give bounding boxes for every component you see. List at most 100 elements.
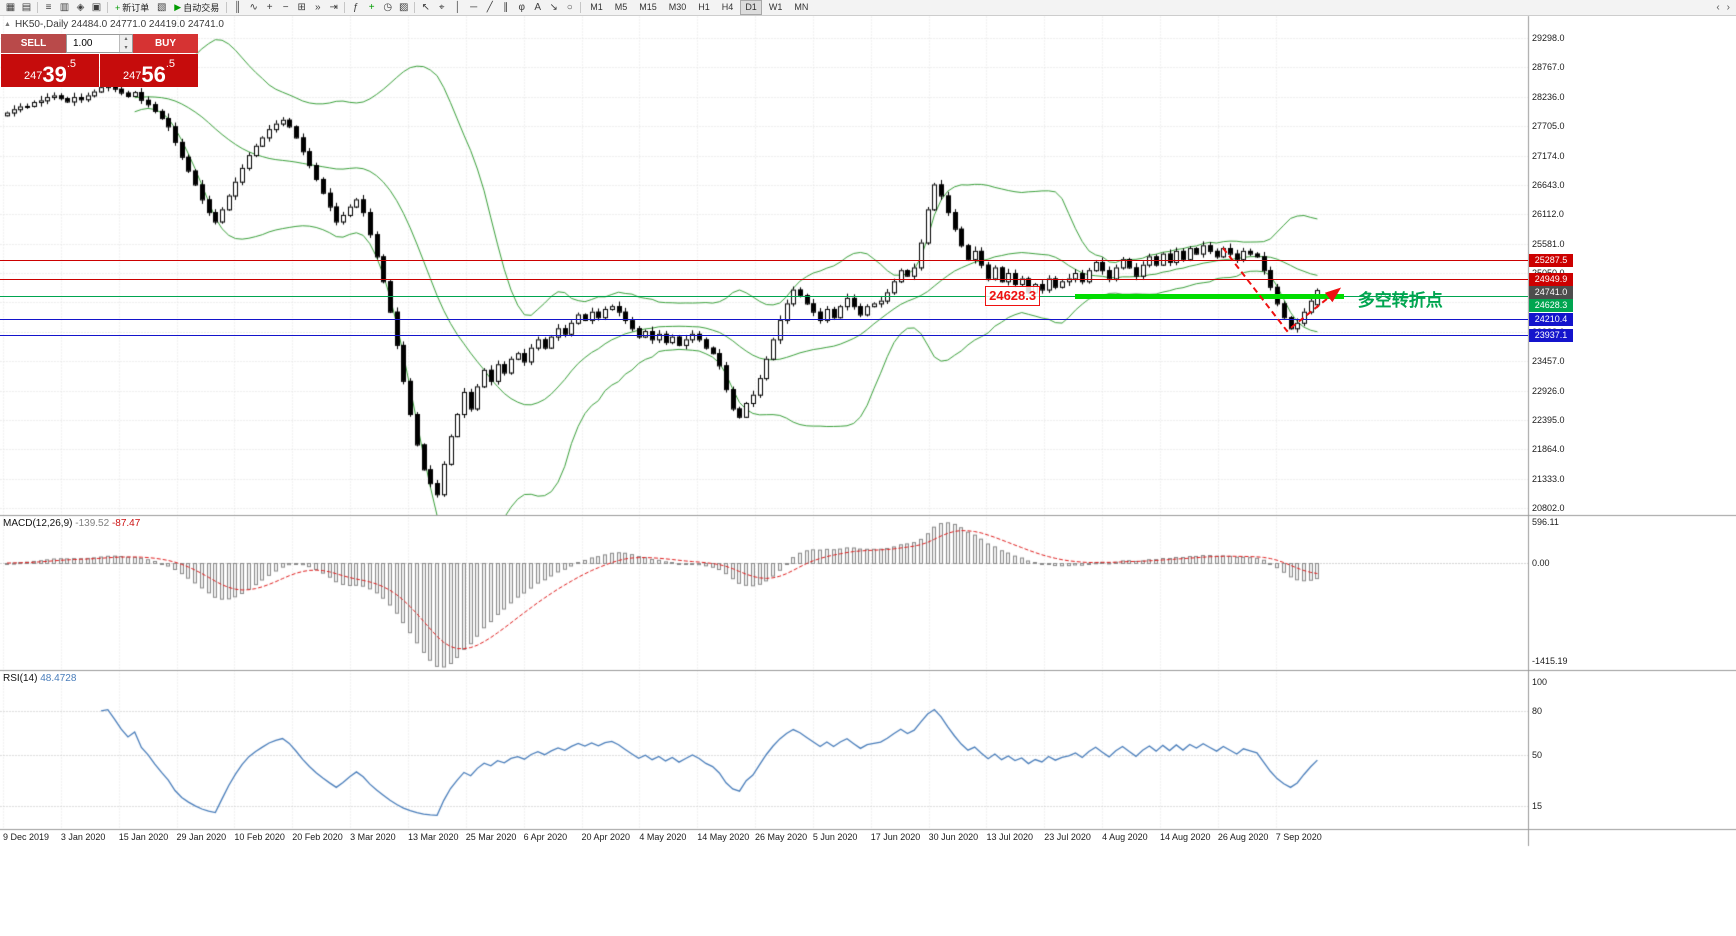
price-axis-label: 28236.0 (1532, 91, 1565, 102)
macd-axis-label: 596.11 (1532, 516, 1559, 527)
macd-title: MACD(12,26,9) (3, 518, 73, 529)
toolbar-separator (580, 2, 582, 13)
date-axis-label: 3 Mar 2020 (350, 832, 396, 842)
arrows-icon[interactable]: ↘ (549, 1, 558, 13)
crosshair-icon[interactable]: ⌖ (438, 1, 445, 13)
new-order-button-label: 新订单 (122, 3, 150, 13)
market-watch-icon[interactable]: ≡ (45, 1, 52, 13)
date-axis-label: 23 Jul 2020 (1044, 832, 1091, 842)
timeframe-h4-button[interactable]: H4 (721, 2, 734, 12)
timeframe-m5-button[interactable]: M5 (614, 2, 628, 12)
zoom-in-icon[interactable]: + (266, 1, 273, 13)
horizontal-line-icon[interactable]: ─ (470, 1, 478, 13)
chart-symbol-info: ▲ HK50-,Daily 24484.0 24771.0 24419.0 24… (4, 19, 224, 30)
chart-shift-icon[interactable]: ⇥ (329, 1, 338, 13)
line-chart-icon[interactable]: ∿ (249, 1, 258, 13)
new-order-button[interactable]: + 新订单 (111, 1, 153, 15)
timeframe-m15-button[interactable]: M15 (639, 2, 657, 12)
price-level-line[interactable] (0, 260, 1528, 261)
sell-price-button[interactable]: 247 39.5 (1, 54, 99, 87)
toolbar-separator (414, 2, 416, 13)
timeframe-h1-button[interactable]: H1 (698, 2, 710, 12)
price-axis-label: 22926.0 (1532, 385, 1565, 396)
periods-icon[interactable]: ◷ (383, 1, 393, 13)
volume-spin-buttons: ▴ ▾ (119, 35, 132, 52)
rsi-axis-label: 50 (1532, 749, 1543, 760)
rsi-value: 48.4728 (40, 673, 77, 684)
cursor-icon[interactable]: ↖ (421, 1, 430, 13)
buy-price-button[interactable]: 247 56.5 (100, 54, 198, 87)
volume-input[interactable] (67, 35, 119, 52)
strategy-tester-icon[interactable]: ▧ (157, 1, 167, 13)
buy-price-big: 56 (141, 62, 166, 87)
toolbar-scroll-right-icon[interactable]: › (1726, 2, 1730, 13)
date-axis-label: 9 Dec 2019 (3, 832, 50, 842)
sell-price-prefix: 247 (23, 70, 43, 82)
price-axis-label: 20802.0 (1532, 503, 1565, 513)
price-level-line[interactable] (0, 319, 1528, 320)
shapes-icon[interactable]: ○ (566, 1, 573, 13)
timeframe-m1-button[interactable]: M1 (590, 2, 603, 12)
timeframe-mn-button[interactable]: MN (794, 2, 809, 12)
profiles-icon[interactable]: ▤ (21, 1, 32, 13)
date-axis-label: 4 May 2020 (639, 832, 687, 842)
price-axis-label: 21864.0 (1532, 444, 1565, 455)
autotrading-button[interactable]: ▶ 自动交易 (170, 1, 223, 15)
turning-point-label[interactable]: 多空转折点 (1357, 290, 1443, 310)
price-tag: 24628.3 (1529, 298, 1573, 312)
date-axis-label: 3 Jan 2020 (60, 832, 106, 842)
date-axis-label: 26 May 2020 (755, 832, 808, 842)
indicators-icon[interactable]: ƒ (352, 1, 359, 13)
candlestick-chart-icon[interactable]: ║ (234, 1, 242, 13)
timeframe-w1-button[interactable]: W1 (768, 2, 783, 12)
buy-button[interactable]: BUY (133, 34, 198, 53)
sell-price-frac: .5 (66, 58, 77, 70)
volume-down-icon[interactable]: ▾ (120, 43, 132, 52)
terminal-icon[interactable]: ▣ (91, 1, 102, 13)
oneclick-collapse-icon[interactable]: ▲ (4, 21, 11, 28)
main-toolbar: ▦ ▤ ≡ ▥ ◈ ▣ + 新订单 ▧ ▶ 自动交易 ║ ∿ + − ⊞» ⇥ ƒ + ◷ ▨ ↖ ⌖ │ ─ ╱ ∥ φ A ↘ ○ M1… (0, 0, 1736, 16)
price-tag: 23937.1 (1529, 328, 1573, 342)
oneclick-price-row: 247 39.5 247 56.5 (1, 54, 198, 87)
date-axis-label: 13 Jul 2020 (986, 832, 1033, 842)
macd-axis-label: 0.00 (1532, 558, 1550, 568)
price-axis-label: 21333.0 (1532, 473, 1565, 484)
volume-up-icon[interactable]: ▴ (120, 35, 132, 44)
price-axis-label: 25581.0 (1532, 238, 1565, 249)
support-trendline[interactable] (1075, 294, 1345, 300)
price-level-line[interactable] (0, 279, 1528, 280)
support-price-label[interactable]: 24628.3 (985, 286, 1041, 307)
price-level-line[interactable] (0, 335, 1528, 336)
date-axis-label: 4 Aug 2020 (1102, 832, 1148, 842)
timeframe-m30-button[interactable]: M30 (668, 2, 687, 12)
price-level-line[interactable] (0, 296, 1528, 297)
toolbar-scroll-left-icon[interactable]: ‹ (1716, 2, 1720, 13)
tile-windows-icon[interactable]: ⊞ (297, 1, 306, 13)
zoom-out-icon[interactable]: − (282, 1, 289, 13)
text-icon[interactable]: A (534, 1, 542, 13)
rsi-title: RSI(14) (3, 673, 38, 684)
new-chart-icon[interactable]: ▦ (5, 1, 16, 13)
date-axis-label: 5 Jun 2020 (812, 832, 858, 842)
vertical-line-icon[interactable]: │ (454, 1, 461, 13)
price-axis-label: 27705.0 (1532, 121, 1565, 132)
sell-button[interactable]: SELL (1, 34, 66, 53)
price-tag: 25287.5 (1529, 253, 1573, 267)
price-axis-label: 29298.0 (1532, 33, 1565, 43)
price-axis-label: 27174.0 (1532, 150, 1565, 161)
price-tag: 24741.0 (1529, 285, 1573, 299)
add-indicator-icon[interactable]: + (368, 1, 375, 13)
templates-icon[interactable]: ▨ (398, 1, 409, 13)
date-axis-label: 29 Jan 2020 (176, 832, 227, 842)
auto-scroll-icon[interactable]: » (314, 1, 321, 13)
toolbar-separator (37, 2, 38, 13)
navigator-icon[interactable]: ◈ (76, 1, 85, 13)
trendline-icon[interactable]: ╱ (486, 1, 493, 13)
channel-icon[interactable]: ∥ (503, 1, 509, 13)
fibonacci-icon[interactable]: φ (518, 1, 525, 13)
timeframe-d1-button[interactable]: D1 (740, 0, 762, 15)
macd-signal-value: -87.47 (111, 518, 141, 529)
data-window-icon[interactable]: ▥ (59, 1, 70, 13)
